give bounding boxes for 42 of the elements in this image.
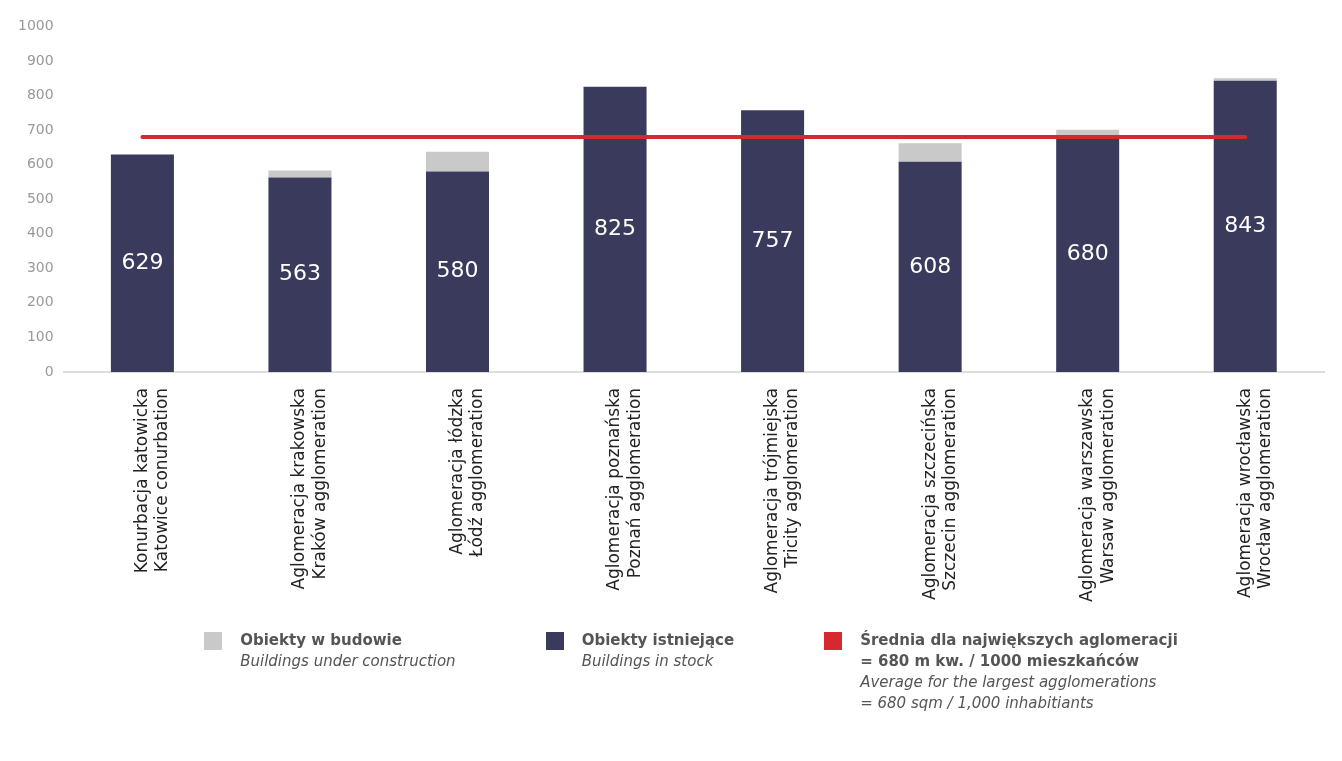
bar bbox=[1056, 136, 1120, 372]
data-label: 680 bbox=[1066, 240, 1109, 266]
y-tick-label: 0 bbox=[44, 362, 54, 379]
bar bbox=[741, 110, 805, 372]
x-tick-label: Aglomeracja warszawska Warsaw agglomeration bbox=[1076, 387, 1117, 602]
bar bbox=[583, 86, 647, 372]
legend-label: Średnia dla największych aglomeracji = 680 m kw. / 1000 mieszkańców Average for the largest agglomerations = 680 sqm / 1,000 inhabitiants bbox=[860, 630, 1178, 714]
y-tick-label: 800 bbox=[26, 86, 54, 103]
bar bbox=[1213, 80, 1277, 372]
bar bbox=[898, 143, 962, 162]
x-tick-label: Aglomeracja trójmiejska Tricity agglomeration bbox=[761, 387, 802, 594]
bar bbox=[268, 177, 332, 372]
y-tick-label: 400 bbox=[26, 224, 54, 241]
x-tick-label: Konurbacja katowicka Katowice conurbation bbox=[130, 387, 172, 574]
y-tick-label: 300 bbox=[26, 258, 54, 275]
data-label: 843 bbox=[1224, 211, 1267, 237]
y-tick-label: 100 bbox=[26, 328, 54, 344]
data-label: 580 bbox=[436, 257, 479, 283]
bar bbox=[110, 154, 174, 372]
legend-label: Obiekty w budowie Buildings under construction bbox=[240, 630, 456, 672]
x-tick-label: Aglomeracja krakowska Kraków agglomeration bbox=[288, 387, 329, 590]
x-tick-label: Aglomeracja poznańska Poznań agglomeration bbox=[603, 387, 644, 591]
bar bbox=[268, 170, 332, 178]
bar bbox=[425, 171, 489, 372]
bar bbox=[425, 151, 489, 172]
bar bbox=[1213, 78, 1277, 81]
data-label: 608 bbox=[909, 252, 952, 278]
x-tick-label: Aglomeracja łódzka Łódź agglomeration bbox=[445, 387, 487, 559]
y-tick-label: 900 bbox=[26, 51, 54, 68]
data-label: 825 bbox=[594, 215, 637, 241]
x-tick-label: Aglomeracja wrocławska Wrocław agglomeration bbox=[1233, 387, 1275, 599]
data-label: 757 bbox=[751, 226, 794, 252]
y-tick-label: 500 bbox=[26, 189, 54, 206]
y-tick-label: 1000 bbox=[17, 17, 54, 34]
legend-label: Obiekty istniejące Buildings in stock bbox=[581, 630, 735, 672]
x-tick-label: Aglomeracja szczecińska Szczecin agglomeration bbox=[918, 387, 959, 600]
y-tick-label: 600 bbox=[26, 155, 54, 172]
y-tick-label: 700 bbox=[26, 120, 54, 137]
bar bbox=[898, 161, 962, 372]
data-label: 563 bbox=[278, 260, 321, 286]
data-label: 629 bbox=[121, 248, 164, 274]
y-tick-label: 200 bbox=[26, 293, 54, 310]
